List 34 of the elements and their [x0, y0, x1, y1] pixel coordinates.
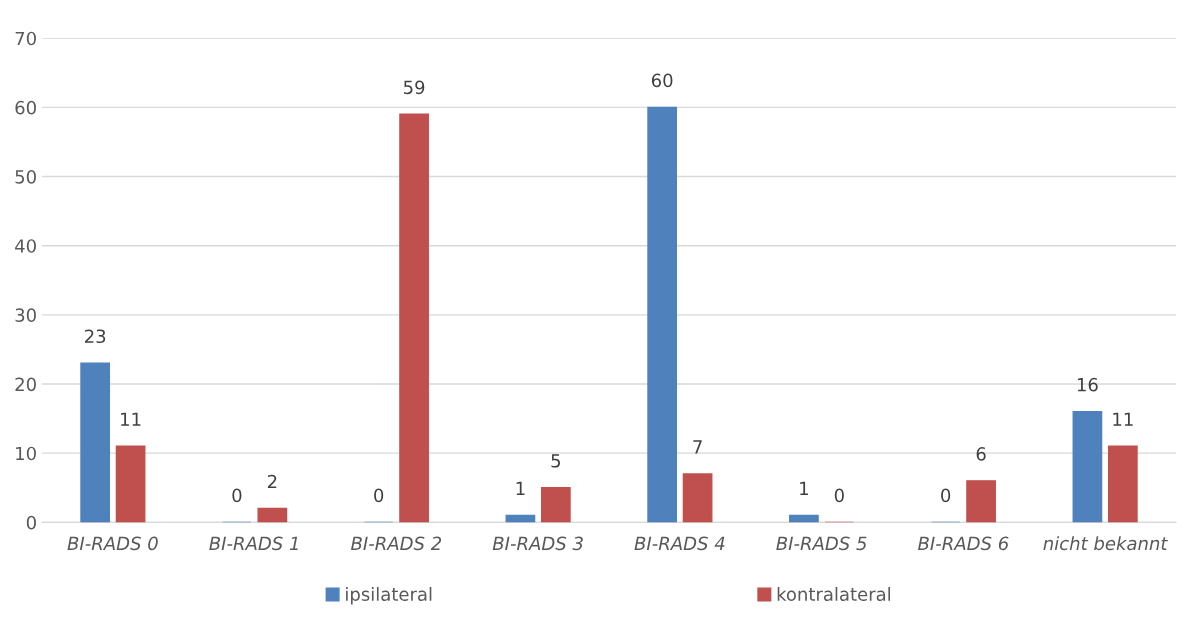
data-label: 11 [121, 412, 141, 426]
x-tick-label: BI-RADS 6 [918, 536, 1009, 551]
data-label: 6 [976, 447, 986, 461]
data-label: 59 [404, 80, 425, 95]
data-label: 0 [834, 488, 844, 503]
data-label: 1 [516, 481, 525, 495]
x-tick-label: BI-RADS 1 [209, 536, 298, 551]
x-tick-label: BI-RADS 4 [634, 536, 725, 551]
data-label: 5 [551, 454, 561, 468]
legend-label: kontralateral [777, 587, 891, 601]
x-tick-label: nicht bekannt [1043, 536, 1169, 551]
legend-label: ipsilateral [346, 587, 432, 605]
data-label: 0 [941, 488, 951, 503]
y-tick-label: 10 [16, 446, 36, 461]
data-label: 2 [267, 474, 277, 489]
x-tick-label: BI-RADS 2 [351, 536, 442, 551]
y-tick-label: 0 [26, 515, 36, 530]
data-label: 11 [1113, 412, 1133, 426]
x-tick-label: BI-RADS 5 [776, 536, 867, 551]
data-label: 23 [84, 329, 106, 344]
y-tick-label: 50 [15, 170, 36, 184]
y-tick-label: 30 [15, 308, 36, 322]
data-label: 60 [651, 73, 673, 88]
y-tick-label: 20 [15, 377, 36, 392]
x-tick-label: BI-RADS 3 [492, 536, 583, 551]
data-label: 16 [1077, 377, 1098, 392]
y-tick-label: 70 [15, 31, 36, 46]
x-tick-label: BI-RADS 0 [67, 536, 158, 551]
y-tick-label: 60 [15, 100, 36, 115]
data-label: 1 [800, 481, 808, 495]
data-label: 0 [232, 488, 242, 503]
data-label: 0 [374, 488, 384, 503]
y-tick-label: 40 [15, 239, 36, 253]
data-label: 7 [693, 440, 702, 454]
